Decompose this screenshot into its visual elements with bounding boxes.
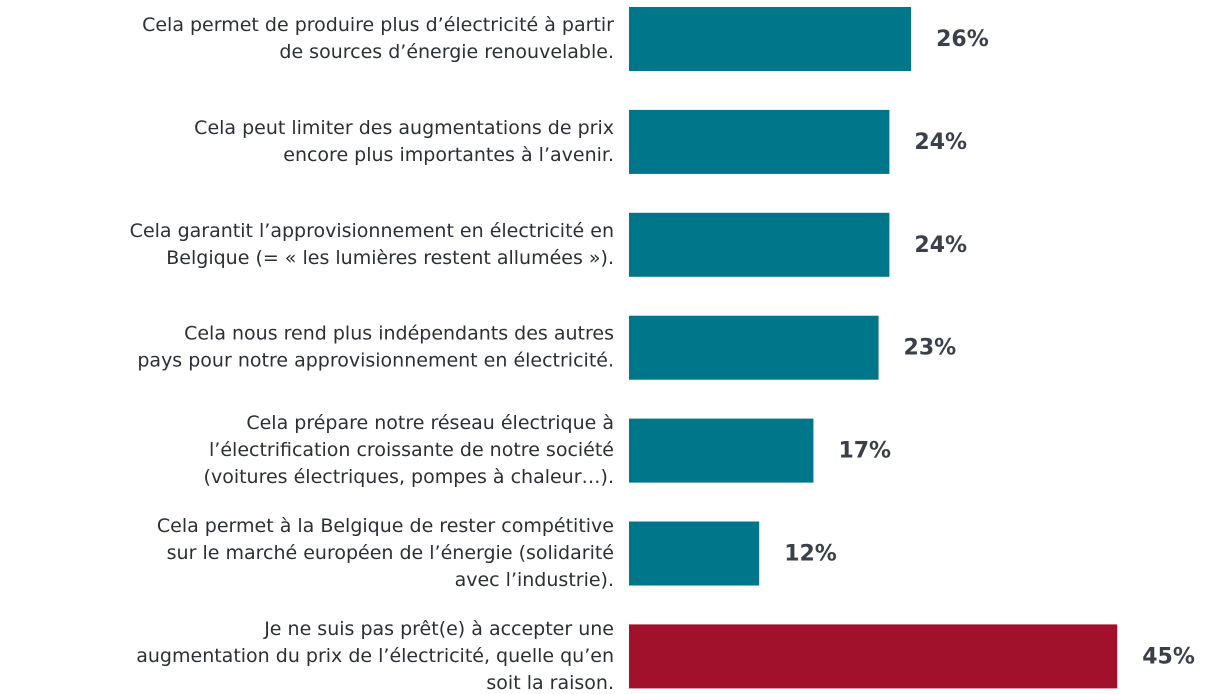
value-label: 23% — [904, 336, 957, 361]
bar — [629, 109, 890, 174]
category-label: Cela nous rend plus indépendants des aut… — [184, 323, 614, 345]
category-label: (voitures électriques, pompes à chaleur…… — [204, 466, 614, 488]
bar — [629, 7, 912, 71]
category-label: Cela permet à la Belgique de rester comp… — [157, 515, 614, 537]
category-label: Cela garantit l’approvisionnement en éle… — [130, 220, 614, 242]
value-label: 17% — [838, 439, 891, 464]
value-label: 12% — [784, 542, 837, 567]
category-label: augmentation du prix de l’électricité, q… — [136, 645, 614, 667]
value-label: 26% — [936, 27, 989, 52]
category-label: Je ne suis pas prêt(e) à accepter une — [263, 618, 614, 640]
category-label: Cela permet de produire plus d’électrici… — [142, 14, 614, 36]
category-label: soit la raison. — [486, 672, 614, 694]
value-label: 24% — [914, 233, 967, 258]
bar — [629, 624, 1118, 689]
category-label: Cela prépare notre réseau électrique à — [246, 412, 614, 434]
category-label: pays pour notre approvisionnement en éle… — [137, 350, 614, 372]
bar — [629, 418, 814, 483]
category-label: encore plus importantes à l’avenir. — [283, 144, 614, 166]
category-label: sur le marché européen de l’énergie (sol… — [167, 542, 614, 564]
category-label: avec l’industrie). — [455, 569, 614, 591]
category-label: Belgique (= « les lumières restent allum… — [166, 247, 614, 269]
category-label: Cela peut limiter des augmentations de p… — [194, 117, 614, 139]
category-label: l’électrification croissante de notre so… — [209, 439, 614, 461]
category-label: de sources d’énergie renouvelable. — [279, 41, 614, 63]
value-label: 45% — [1142, 644, 1195, 669]
value-label: 24% — [914, 130, 967, 155]
bar — [629, 521, 760, 586]
bar — [629, 315, 879, 380]
bar — [629, 212, 890, 277]
